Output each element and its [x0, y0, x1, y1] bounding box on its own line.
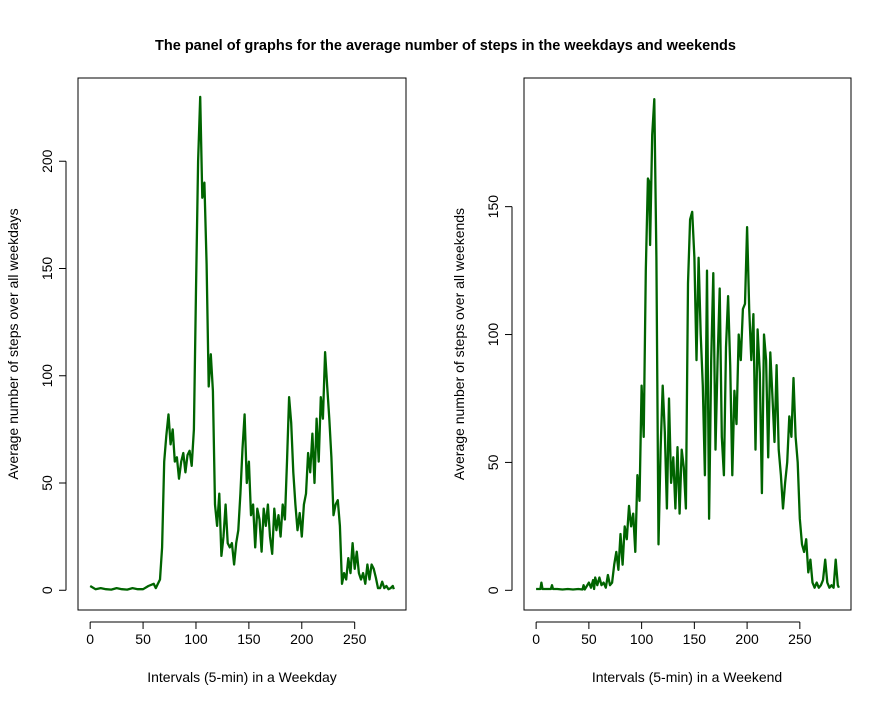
weekday-y-tick-label: 0: [39, 586, 55, 594]
weekday-steps-line: [89, 95, 395, 591]
weekend-plot-frame: [523, 77, 852, 611]
weekend-panel: 0 50 100 150 200 250 0 50 100 150 Intervals (5-m…: [451, 77, 852, 685]
weekend-x-tick-label: 50: [581, 631, 597, 647]
weekday-x-axis-label: Intervals (5-min) in a Weekday: [147, 669, 337, 685]
weekend-x-tick-label: 150: [683, 631, 707, 647]
weekday-y-tick-label: 200: [39, 149, 55, 173]
weekday-panel: 0 50 100 150 200 250 0 50 100 150 200 Intervals (…: [5, 77, 407, 685]
weekend-y-tick-label: 0: [485, 586, 501, 594]
weekday-x-tick-label: 50: [135, 631, 151, 647]
weekday-x-axis: 0 50 100 150 200 250: [86, 621, 367, 647]
weekend-y-tick-label: 150: [485, 195, 501, 219]
figure-title: The panel of graphs for the average numb…: [155, 38, 736, 54]
weekday-y-axis: 0 50 100 150 200: [39, 149, 67, 594]
weekday-x-tick-label: 0: [86, 631, 94, 647]
weekday-x-tick-label: 250: [343, 631, 367, 647]
weekend-x-tick-label: 100: [630, 631, 654, 647]
weekend-x-axis: 0 50 100 150 200 250: [532, 621, 812, 647]
weekend-y-axis-label: Average number of steps over all weekend…: [451, 208, 467, 480]
weekend-steps-line: [536, 98, 840, 591]
weekend-y-tick-label: 100: [485, 323, 501, 347]
weekday-x-tick-label: 100: [184, 631, 208, 647]
weekday-y-axis-label: Average number of steps over all weekday…: [5, 208, 21, 479]
weekday-y-tick-label: 50: [39, 475, 55, 491]
weekend-y-tick-label: 50: [485, 454, 501, 470]
weekend-x-tick-label: 250: [788, 631, 812, 647]
weekend-y-axis: 0 50 100 150: [485, 195, 513, 594]
weekday-plot-frame: [77, 77, 407, 611]
weekend-x-tick-label: 0: [532, 631, 540, 647]
weekday-x-tick-label: 150: [237, 631, 261, 647]
weekday-y-tick-label: 150: [39, 257, 55, 281]
weekend-x-tick-label: 200: [735, 631, 759, 647]
weekend-x-axis-label: Intervals (5-min) in a Weekend: [592, 669, 782, 685]
weekday-x-tick-label: 200: [290, 631, 314, 647]
weekday-y-tick-label: 100: [39, 364, 55, 388]
